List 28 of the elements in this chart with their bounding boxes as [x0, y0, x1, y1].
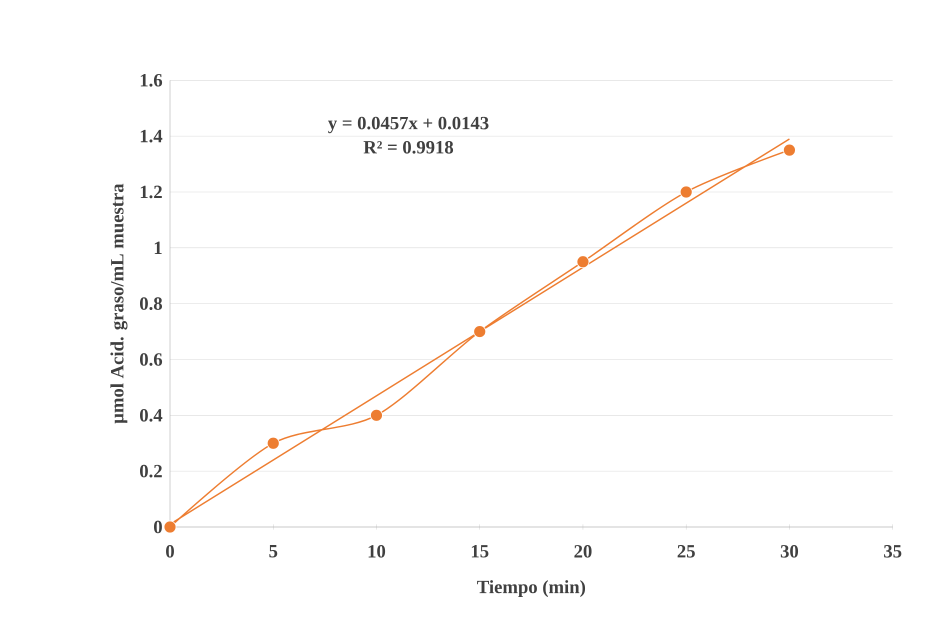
point — [783, 144, 796, 157]
y-tick-label: 1 — [154, 242, 162, 254]
y-tick-label: 1.4 — [140, 130, 162, 142]
annotation: y = 0.0457x + 0.0143 — [328, 116, 488, 134]
point — [370, 408, 383, 422]
y-tick-label: 0.2 — [140, 464, 162, 478]
y-tick-label: 1.6 — [140, 74, 162, 87]
point — [164, 520, 176, 534]
point — [680, 186, 693, 198]
point — [473, 325, 486, 338]
x-tick-label: 15 — [472, 545, 488, 558]
y-axis-title: µmol Acid. graso/mL muestra — [110, 184, 128, 424]
x-tick-label: 20 — [574, 545, 592, 558]
x-tick-label: 5 — [269, 545, 278, 558]
x-tick-label: 25 — [678, 545, 695, 558]
y-tick-label: 0 — [154, 520, 162, 534]
point — [576, 255, 590, 268]
point — [266, 436, 280, 450]
y-tick-label: 0.6 — [140, 353, 162, 366]
annotation: R² = 0.9918 — [364, 140, 454, 154]
x-tick-label: 35 — [884, 545, 902, 558]
x-tick-label: 10 — [368, 545, 386, 558]
x-axis-title: Tiempo (min) — [477, 580, 586, 598]
x-tick-label: 30 — [780, 545, 798, 558]
y-tick-label: 0.4 — [140, 408, 162, 422]
y-tick-label: 0.8 — [140, 297, 162, 310]
y-tick-label: 1.2 — [140, 186, 162, 198]
x-tick-label: 0 — [166, 545, 174, 558]
